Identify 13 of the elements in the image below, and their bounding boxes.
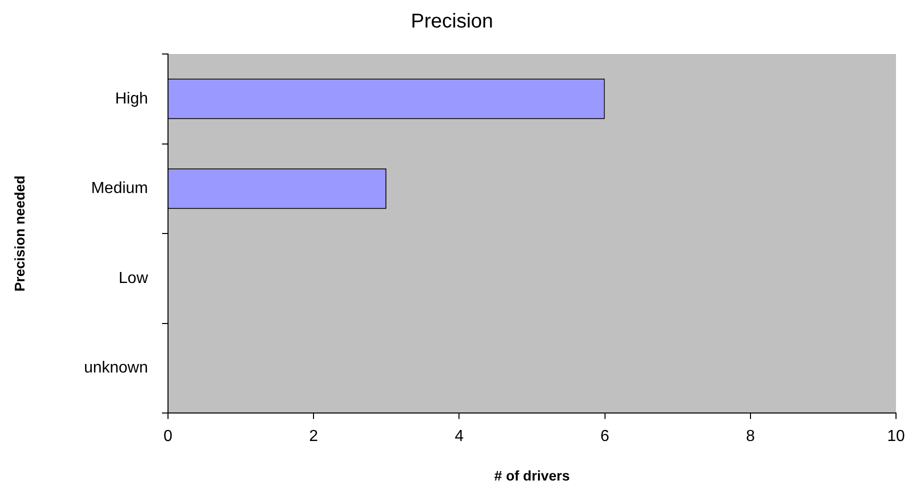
x-tick-label: 2 (309, 428, 318, 446)
y-tick-label: High (115, 90, 148, 108)
x-tick-label: 4 (454, 428, 464, 446)
y-axis-title: Precision needed (11, 176, 28, 292)
y-tick-label: Low (118, 270, 148, 287)
y-tick-label: unknown (84, 360, 148, 377)
x-tick-label: 8 (746, 428, 755, 446)
x-tick-label: 6 (600, 428, 610, 446)
chart-title: Precision (410, 10, 494, 33)
y-tick-label: Medium (91, 180, 148, 198)
x-tick-label: 0 (164, 428, 173, 446)
x-axis-title: # of drivers (494, 467, 570, 484)
x-tick-label: 10 (887, 428, 905, 446)
